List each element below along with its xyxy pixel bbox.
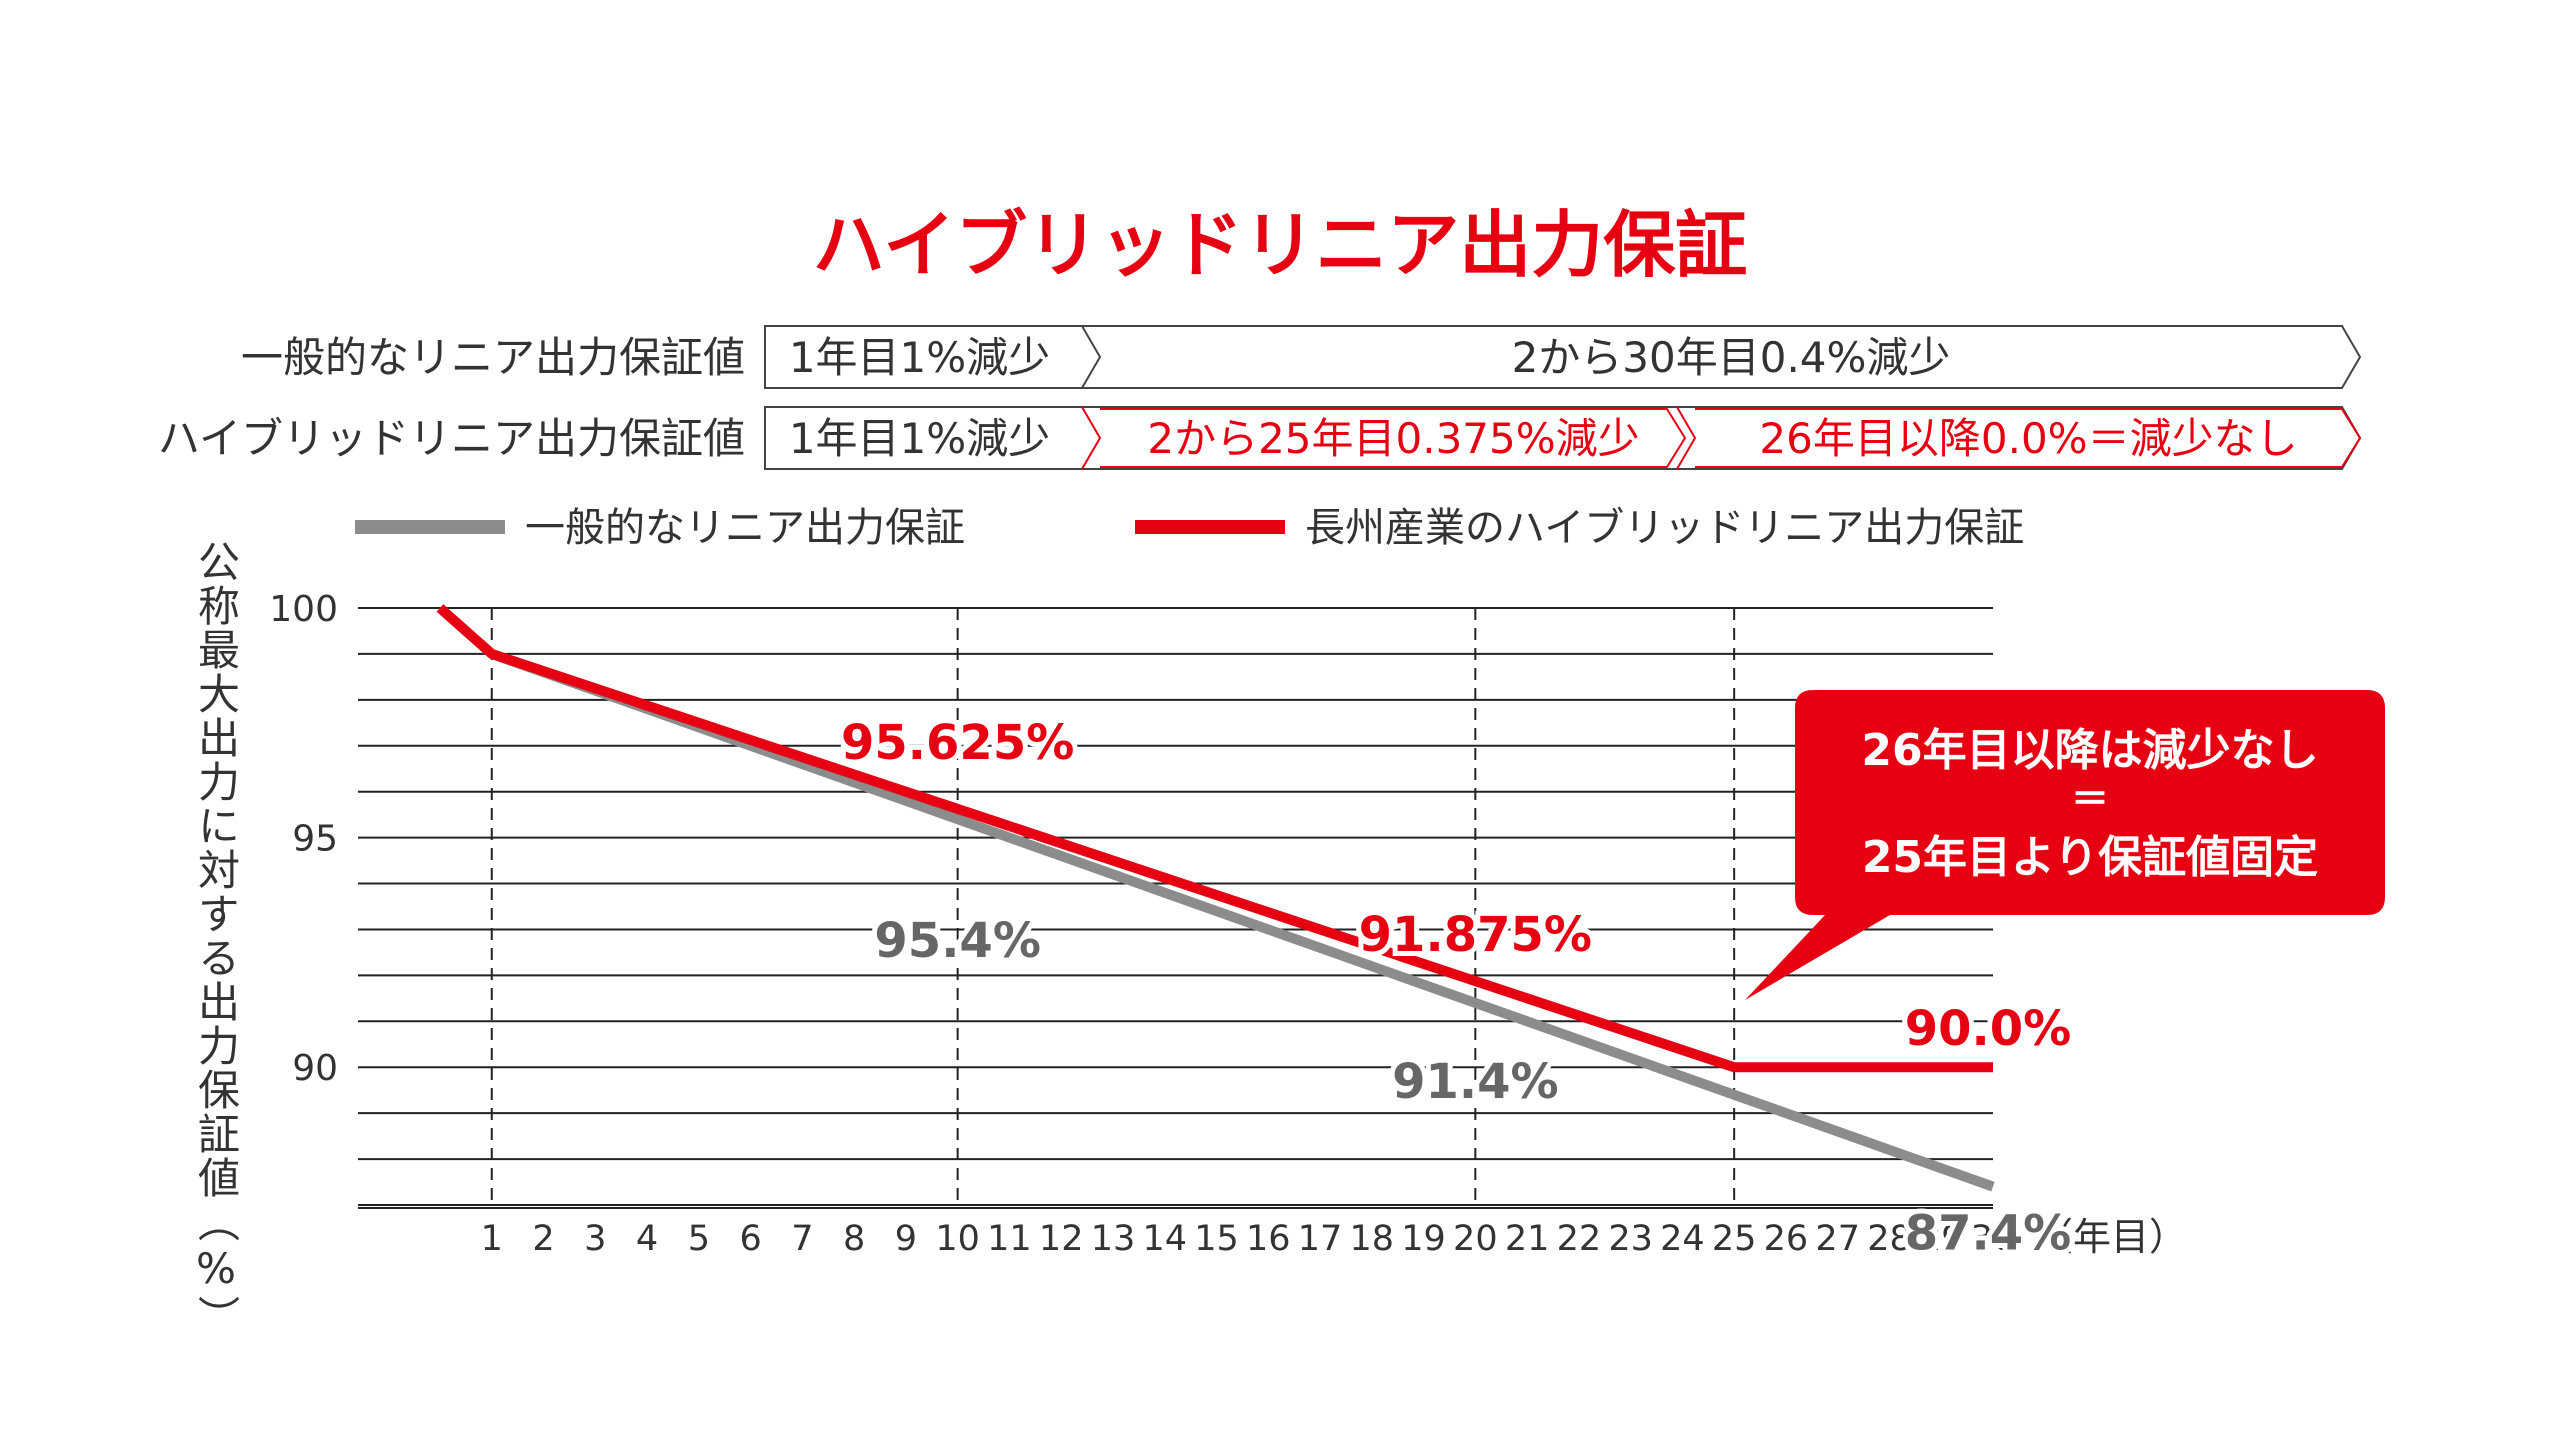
x-tick-label: 14 xyxy=(1142,1219,1187,1259)
x-tick-label: 3 xyxy=(584,1219,606,1259)
y-tick-label: 100 xyxy=(269,589,338,630)
x-tick-label: 10 xyxy=(935,1219,980,1259)
x-tick-label: 22 xyxy=(1557,1219,1602,1259)
x-tick-label: 16 xyxy=(1246,1219,1291,1259)
y-tick-label: 95 xyxy=(292,819,338,860)
comparison-segment-text: 1年目1%減少 xyxy=(789,333,1050,382)
x-axis-unit: （年目） xyxy=(2035,1215,2187,1259)
x-tick-label: 25 xyxy=(1712,1219,1757,1259)
y-tick-label: 90 xyxy=(292,1048,338,1089)
x-tick-label: 30 xyxy=(1971,1219,2016,1259)
legend-label-general: 一般的なリニア出力保証 xyxy=(525,505,965,551)
callout-text-line: ＝ xyxy=(2071,777,2109,821)
comparison-segment-text: 2から25年目0.375%減少 xyxy=(1147,414,1639,463)
x-tick-label: 21 xyxy=(1505,1219,1550,1259)
x-tick-label: 8 xyxy=(843,1219,865,1259)
comparison-segment-text: 2から30年目0.4%減少 xyxy=(1512,333,1951,382)
callout-text-line: 26年目以降は減少なし xyxy=(1861,725,2318,776)
x-tick-label: 23 xyxy=(1608,1219,1653,1259)
x-tick-label: 15 xyxy=(1194,1219,1239,1259)
segment-divider-chevron xyxy=(1081,406,1102,470)
data-label: 91.4% xyxy=(1392,1054,1559,1110)
segment-red-outline xyxy=(1695,408,2362,468)
x-tick-label: 29 xyxy=(1919,1219,1964,1259)
x-tick-label: 27 xyxy=(1815,1219,1860,1259)
comparison-row-label: 一般的なリニア出力保証値 xyxy=(241,333,745,382)
x-tick-label: 28 xyxy=(1867,1219,1912,1259)
x-tick-label: 9 xyxy=(895,1219,917,1259)
x-tick-label: 6 xyxy=(739,1219,761,1259)
series-line-hybrid xyxy=(436,604,1993,1073)
comparison-row-box xyxy=(764,325,2362,389)
data-label: 95.4% xyxy=(874,913,1041,969)
comparison-segment-text: 26年目以降0.0%＝減少なし xyxy=(1759,414,2297,463)
x-tick-label: 5 xyxy=(688,1219,710,1259)
segment-divider-chevron xyxy=(1676,406,1697,470)
x-tick-label: 7 xyxy=(791,1219,813,1259)
segment-divider-chevron xyxy=(1081,325,1102,389)
y-axis-label: 公称最大出力に対する出力保証値（%） xyxy=(192,540,241,1339)
x-tick-label: 19 xyxy=(1401,1219,1446,1259)
x-tick-label: 4 xyxy=(636,1219,658,1259)
x-tick-label: 20 xyxy=(1453,1219,1498,1259)
data-label: 95.625% xyxy=(841,715,1074,771)
data-label: 90.0% xyxy=(1905,1001,2072,1057)
x-tick-label: 18 xyxy=(1350,1219,1395,1259)
chart-title: ハイブリッドリニア出力保証 xyxy=(813,203,1748,287)
data-label: 87.4% xyxy=(1905,1206,2072,1262)
segment-red-outline xyxy=(1100,408,1687,468)
comparison-segment-text: 1年目1%減少 xyxy=(789,414,1050,463)
comparison-row-label: ハイブリッドリニア出力保証値 xyxy=(158,414,745,463)
x-tick-label: 17 xyxy=(1298,1219,1343,1259)
data-label: 91.875% xyxy=(1359,907,1592,963)
x-tick-label: 1 xyxy=(481,1219,503,1259)
callout-text-line: 25年目より保証値固定 xyxy=(1862,832,2318,883)
legend-label-hybrid: 長州産業のハイブリッドリニア出力保証 xyxy=(1305,505,2024,551)
x-tick-label: 24 xyxy=(1660,1219,1705,1259)
x-tick-label: 12 xyxy=(1039,1219,1084,1259)
callout-bubble xyxy=(1745,690,2385,1000)
x-tick-label: 13 xyxy=(1091,1219,1136,1259)
x-tick-label: 11 xyxy=(987,1219,1032,1259)
x-tick-label: 26 xyxy=(1764,1219,1809,1259)
x-tick-label: 2 xyxy=(532,1219,554,1259)
